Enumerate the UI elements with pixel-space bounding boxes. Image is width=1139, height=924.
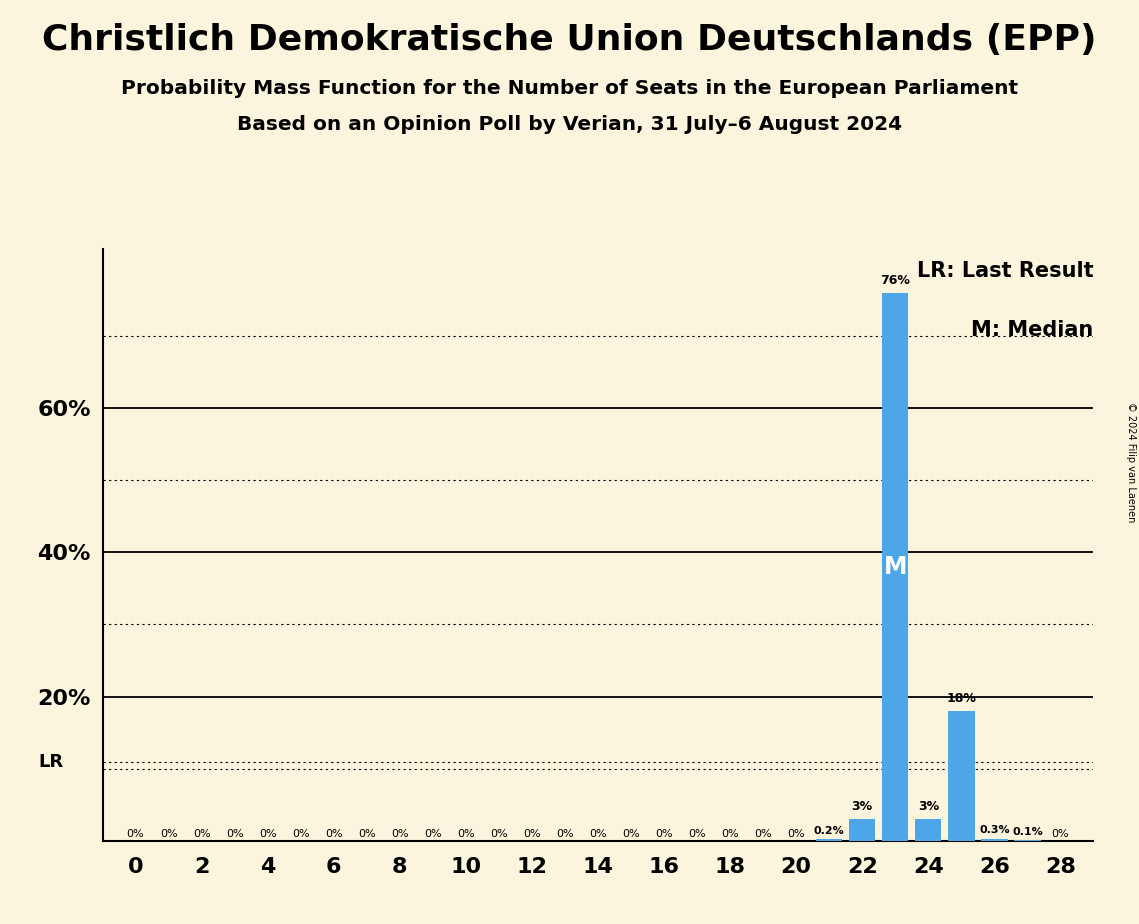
Bar: [849, 820, 876, 841]
Text: 0%: 0%: [589, 829, 607, 839]
Bar: [948, 711, 975, 841]
Text: 0%: 0%: [159, 829, 178, 839]
Text: 0%: 0%: [424, 829, 442, 839]
Bar: [981, 839, 1008, 841]
Text: 0%: 0%: [1051, 829, 1070, 839]
Text: 0%: 0%: [126, 829, 145, 839]
Text: M: Median: M: Median: [972, 321, 1093, 340]
Text: 0%: 0%: [523, 829, 541, 839]
Text: 0%: 0%: [622, 829, 640, 839]
Text: Probability Mass Function for the Number of Seats in the European Parliament: Probability Mass Function for the Number…: [121, 79, 1018, 98]
Text: Based on an Opinion Poll by Verian, 31 July–6 August 2024: Based on an Opinion Poll by Verian, 31 J…: [237, 116, 902, 135]
Text: 0%: 0%: [358, 829, 376, 839]
Text: 0%: 0%: [292, 829, 310, 839]
Text: LR: Last Result: LR: Last Result: [917, 261, 1093, 281]
Text: 0%: 0%: [457, 829, 475, 839]
Text: 0.3%: 0.3%: [980, 825, 1009, 835]
Text: 0%: 0%: [490, 829, 508, 839]
Text: 0%: 0%: [391, 829, 409, 839]
Text: 0.1%: 0.1%: [1013, 826, 1042, 836]
Text: 0%: 0%: [556, 829, 574, 839]
Text: LR: LR: [38, 752, 64, 771]
Text: 3%: 3%: [852, 800, 872, 813]
Text: 0%: 0%: [754, 829, 772, 839]
Text: 18%: 18%: [947, 692, 976, 705]
Text: 0%: 0%: [787, 829, 805, 839]
Text: 76%: 76%: [880, 274, 910, 287]
Text: © 2024 Filip van Laenen: © 2024 Filip van Laenen: [1126, 402, 1136, 522]
Text: 0%: 0%: [721, 829, 739, 839]
Text: Christlich Demokratische Union Deutschlands (EPP): Christlich Demokratische Union Deutschla…: [42, 23, 1097, 57]
Bar: [882, 293, 909, 841]
Text: 0%: 0%: [226, 829, 244, 839]
Text: M: M: [884, 554, 907, 578]
Text: 0%: 0%: [688, 829, 706, 839]
Text: 0%: 0%: [655, 829, 673, 839]
Text: 0%: 0%: [325, 829, 343, 839]
Bar: [915, 820, 942, 841]
Text: 0.2%: 0.2%: [814, 826, 844, 836]
Text: 3%: 3%: [918, 800, 939, 813]
Text: 0%: 0%: [259, 829, 277, 839]
Bar: [816, 839, 843, 841]
Text: 0%: 0%: [192, 829, 211, 839]
